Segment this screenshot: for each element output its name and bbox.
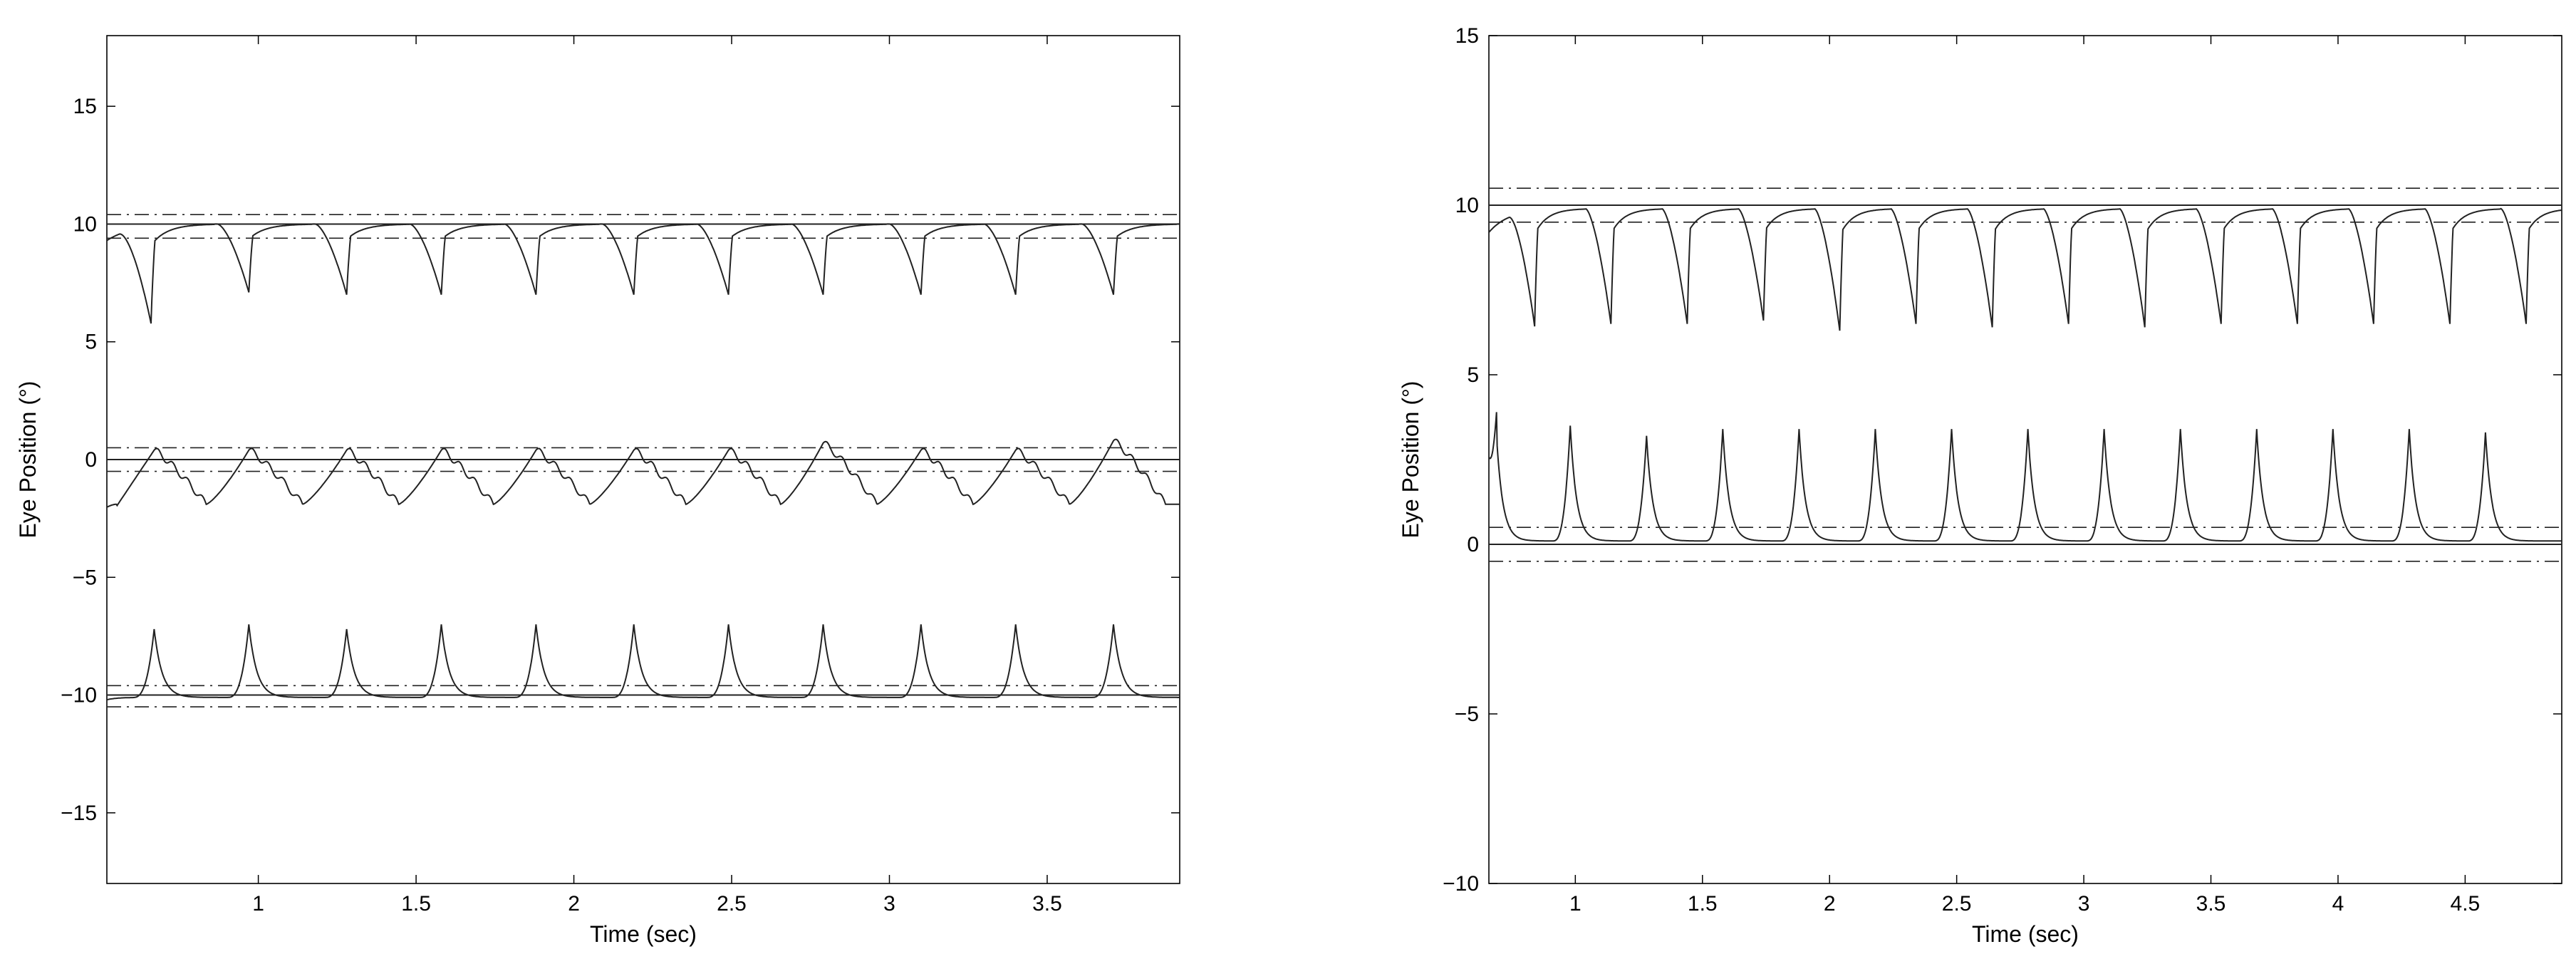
y-tick-label: 5 (1467, 363, 1479, 387)
x-tick-label: 2.5 (717, 892, 747, 916)
x-tick-label: 3.5 (2196, 892, 2226, 916)
chart-left-xlabel: Time (sec) (590, 921, 697, 947)
y-tick-label: 10 (1455, 194, 1479, 217)
chart-right-xlabel: Time (sec) (1972, 921, 2079, 947)
eye-trace-3 (107, 624, 1180, 701)
chart-right: Eye Position (°) Time (sec) 1 1.5 2 2.5 3 3.5… (1398, 24, 2562, 947)
y-tick-label: 15 (1455, 24, 1479, 48)
x-tick-label: 3 (883, 892, 895, 916)
x-tick-label: 4 (2332, 892, 2344, 916)
y-tick-label: 0 (85, 448, 97, 472)
eye-trace-1 (107, 223, 1180, 324)
y-tick-label: −15 (61, 802, 97, 825)
y-tick-label: −10 (61, 684, 97, 707)
x-tick-label: 1.5 (1688, 892, 1718, 916)
y-tick-label: −10 (1443, 872, 1479, 896)
x-tick-label: 3.5 (1032, 892, 1062, 916)
x-tick-label: 2 (1824, 892, 1836, 916)
y-tick-label: 5 (85, 331, 97, 354)
x-tick-label: 1.5 (401, 892, 431, 916)
x-tick-label: 1 (252, 892, 264, 916)
x-tick-label: 1 (1569, 892, 1582, 916)
eye-trace-2 (107, 438, 1180, 508)
x-tick-label: 2 (568, 892, 580, 916)
x-tick-label: 2.5 (1942, 892, 1972, 916)
y-tick-label: 0 (1467, 533, 1479, 556)
eye-trace-1 (1489, 207, 2562, 331)
eye-trace-2 (1489, 412, 2562, 542)
y-tick-label: 15 (73, 95, 97, 118)
plot-frame (1488, 35, 2562, 884)
y-tick-label: 10 (73, 212, 97, 236)
x-tick-label: 3 (2078, 892, 2090, 916)
y-tick-label: −5 (73, 566, 97, 589)
x-tick-label: 4.5 (2451, 892, 2481, 916)
chart-left: Eye Position (°) Time (sec) 1 1.5 2 2.5 3 3.5… (15, 35, 1180, 947)
y-tick-label: −5 (1455, 703, 1479, 726)
chart-left-ylabel: Eye Position (°) (15, 381, 41, 539)
chart-right-ylabel: Eye Position (°) (1398, 381, 1423, 539)
